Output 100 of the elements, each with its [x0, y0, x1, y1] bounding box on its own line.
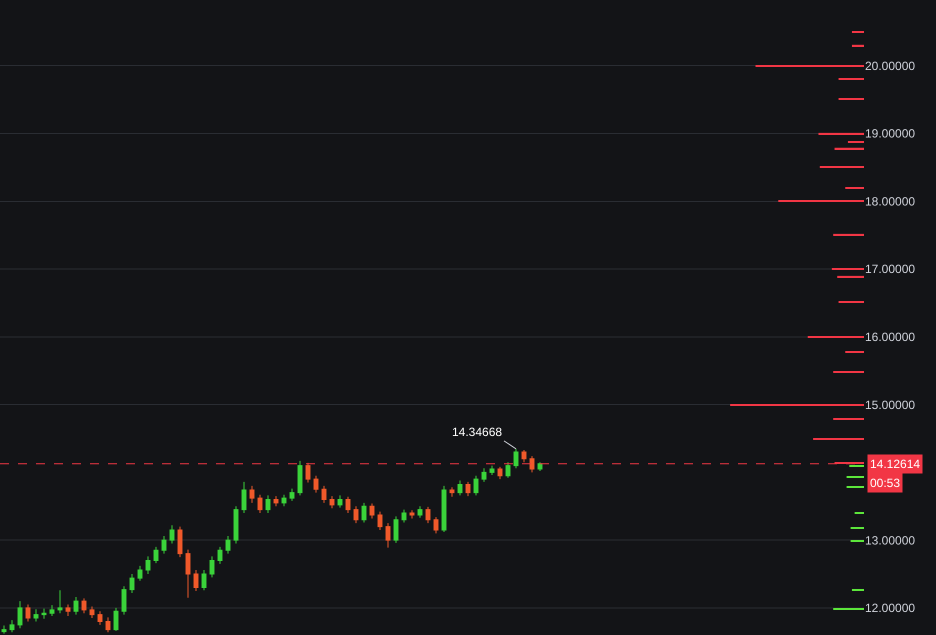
candlestick	[226, 536, 230, 554]
candlestick	[122, 586, 126, 616]
candlestick	[514, 448, 518, 469]
candlestick	[530, 456, 534, 473]
candlestick	[426, 506, 430, 524]
bar	[818, 132, 864, 135]
candlestick	[346, 496, 350, 514]
candlestick	[386, 522, 390, 548]
candlestick	[362, 502, 366, 523]
candlestick	[466, 481, 470, 497]
candlestick	[370, 503, 374, 519]
bar	[838, 78, 864, 80]
candlestick	[410, 510, 414, 519]
bar	[846, 486, 864, 488]
candlestick	[138, 565, 142, 582]
candlestick	[378, 511, 382, 530]
y-tick-label: 18.00000	[865, 194, 916, 208]
candlestick	[98, 610, 102, 626]
y-tick-label: 17.00000	[865, 262, 916, 276]
candlestick	[58, 590, 62, 614]
candlestick	[66, 604, 70, 617]
bar	[833, 371, 864, 373]
annotation: 14.34668	[452, 425, 502, 439]
candlestick	[450, 486, 454, 498]
candlestick	[258, 494, 262, 514]
bar	[813, 438, 864, 440]
candlestick	[178, 526, 182, 558]
candlestick	[322, 485, 326, 504]
y-tick-label: 13.00000	[865, 533, 916, 548]
candlestick	[506, 462, 510, 478]
bar	[833, 608, 864, 610]
bar	[845, 351, 864, 353]
candlestick	[82, 598, 86, 614]
candlestick	[154, 546, 158, 564]
candlestick	[162, 536, 166, 554]
y-tick-label: 15.00000	[865, 398, 916, 412]
candlestick	[2, 625, 6, 634]
candlestick	[26, 604, 30, 622]
candlestick	[522, 449, 526, 463]
candlestick	[458, 480, 462, 496]
candlestick	[42, 608, 46, 620]
candlestick	[114, 607, 118, 632]
y-tick-label: 12.00000	[865, 601, 916, 616]
candlestick	[418, 506, 422, 518]
candlestick	[186, 549, 190, 598]
candlestick	[482, 468, 486, 482]
candlestick	[274, 496, 278, 507]
candlestick	[442, 485, 446, 532]
candlestick	[402, 509, 406, 523]
candlestick	[170, 524, 174, 544]
y-tick-label: 20.00000	[865, 58, 916, 73]
candlestick	[314, 475, 318, 494]
bar	[846, 476, 864, 478]
y-tick-label: 19.00000	[865, 126, 916, 141]
bar	[834, 148, 864, 150]
bar	[838, 98, 864, 100]
candlestick	[130, 574, 134, 594]
bar	[849, 464, 864, 467]
y-tick-label: 16.00000	[865, 330, 916, 344]
candlestick	[194, 569, 198, 592]
candlestick	[34, 608, 38, 622]
candlestick	[10, 620, 14, 633]
candlestick	[266, 494, 270, 514]
candlestick	[434, 516, 438, 534]
candlestick	[74, 596, 78, 616]
candlestick	[146, 556, 150, 575]
bar	[852, 44, 864, 47]
candlestick	[490, 465, 494, 476]
candlestick	[18, 600, 22, 629]
bar	[756, 65, 864, 67]
candlestick	[354, 506, 358, 524]
bar	[852, 588, 864, 591]
candlestick	[218, 546, 222, 564]
candlestick	[538, 462, 542, 472]
candlestick	[202, 569, 206, 591]
candlestick	[306, 462, 310, 484]
bar	[852, 31, 864, 33]
candlestick	[394, 516, 398, 544]
bar	[778, 200, 864, 202]
candlestick	[290, 488, 294, 502]
candlestick	[90, 606, 94, 619]
candlestick	[234, 506, 238, 544]
candlestick	[330, 496, 334, 509]
candlestick	[474, 475, 478, 496]
bar	[850, 527, 864, 529]
bar	[837, 276, 864, 278]
candlestick	[282, 494, 286, 507]
candlestick	[242, 481, 246, 514]
bar	[833, 234, 864, 236]
candlestick	[50, 604, 54, 617]
ref-line-label: 14.12614	[870, 457, 920, 471]
candlestick	[298, 460, 302, 496]
bar	[832, 268, 864, 270]
candlestick	[210, 556, 214, 578]
bar	[850, 540, 864, 542]
text: 00:53	[870, 476, 900, 490]
bar	[833, 418, 864, 420]
bar	[854, 512, 864, 514]
candlestick	[498, 466, 502, 480]
bar	[808, 336, 864, 338]
